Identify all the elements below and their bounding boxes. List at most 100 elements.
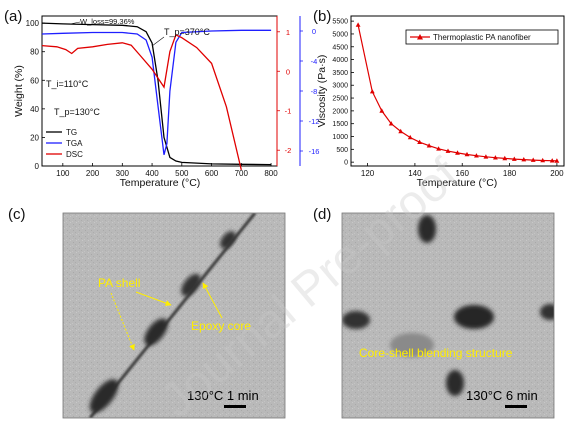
chart-a-tga-tick-label: -8 [311,87,318,96]
chart-a-y-tick-label: 0 [35,162,40,171]
legend-label-pa: Thermoplastic PA nanofiber [433,33,531,42]
chart-b-point [493,155,498,160]
chart-a-dsc-tick-label: 1 [286,28,290,37]
micrograph-c-label-epoxy-core: Epoxy core [191,319,251,333]
chart-b-point [455,150,460,155]
chart-b-xlabel: Temperature (°C) [417,177,498,189]
chart-b-point [398,128,404,134]
chart-b-y-tick-label: 1000 [332,134,348,141]
chart-b-markers [355,22,560,163]
chart-a-dsc-tick-label: 0 [286,67,290,76]
chart-b-series-pa-nanofiber [357,24,557,162]
chart-a-annotation-wloss-leader [69,21,81,25]
chart-b-point [407,134,413,140]
chart-b-point [502,155,508,161]
chart-a-annotation-tp130: T_p=130°C [54,107,100,117]
chart-b-y-tick-label: 4000 [332,57,348,64]
chart-b-y-tick-label: 1500 [332,121,348,128]
chart-a-series-tga [41,29,272,155]
chart-a-y-tick-label: 20 [30,133,39,142]
chart-a-x-tick-label: 100 [56,169,70,178]
micrograph-c-scale-label: 130°C 1 min [187,388,259,403]
chart-b-ylabel: Viscosity (Pa·s) [316,55,328,128]
chart-a-dsc-tick-label: -2 [285,146,292,155]
chart-a-tga-tick-label: -12 [309,117,320,126]
chart-b-y-tick-label: 5500 [332,19,348,26]
panel-label-a: (a) [4,8,22,25]
chart-b-y-tick-label: 4500 [332,44,348,51]
chart-a-y-tick-label: 40 [30,105,39,114]
chart-b-point [388,121,394,126]
chart-a-tga-ticks: 0 -4 -8 -12 -16 [300,27,319,156]
chart-a-series-tg [41,22,272,166]
micrograph-c: PA shell Epoxy core 130°C 1 min [62,212,286,419]
micrograph-d-domains [342,215,554,396]
chart-a-x-tick-label: 300 [116,169,130,178]
chart-b-point [474,153,479,158]
chart-b-legend-box [405,29,559,45]
chart-a-tga-tick-label: -16 [309,147,320,156]
chart-a-annotation-wloss: W_loss=99.36% [80,17,135,26]
chart-b-y-tick-label: 2000 [332,108,348,115]
chart-b-y-tick-label: 0 [344,160,348,167]
chart-b-point [521,157,527,162]
chart-b-point [511,156,517,161]
chart-b-y-tick-label: 500 [336,147,348,154]
micrograph-d-label-core-shell: Core-shell blending structure [359,346,513,360]
chart-b-y-ticks: 0 500 1000 1500 2000 2500 3000 3500 4000 4500 5000… [332,19,354,167]
chart-b-y-tick-label: 3500 [332,70,348,77]
chart-b-point [549,158,555,163]
chart-b-x-tick-label: 200 [550,169,564,178]
chart-b-x-tick-label: 160 [456,169,470,178]
chart-b: 120 140 160 180 200 0 500 1000 1500 2000 2500 3000… [316,15,565,189]
micrograph-c-frame [62,212,286,419]
chart-a-annotation-tp370-leader [151,36,165,47]
chart-a-y-tick-label: 100 [26,19,40,28]
legend-label-tg: TG [66,128,77,137]
legend-label-tga: TGA [66,139,83,148]
chart-b-legend: Thermoplastic PA nanofiber [405,29,559,45]
chart-a-annotation-tp370: T_p=370°C [164,27,210,37]
chart-a-dsc-tick-label: -1 [285,107,292,116]
legend-marker-pa [417,34,423,40]
chart-a-annotation-ti110: T_i=110°C [46,79,89,89]
chart-a-x-tick-label: 500 [175,169,189,178]
chart-b-y-tick-label: 3000 [332,83,348,90]
chart-a-legend: TG TGA DSC [46,128,83,159]
chart-b-point [417,139,422,144]
micrograph-d-scale-bar [505,405,527,408]
chart-a-ylabel: Weight (%) [13,65,25,117]
chart-b-point [483,154,489,159]
chart-b-x-tick-label: 140 [408,169,422,178]
micrograph-d-frame [341,212,555,419]
panel-label-b: (b) [313,8,331,25]
chart-a-y-ticks: 0 20 40 60 80 100 [26,19,45,171]
chart-b-point [379,108,385,113]
legend-label-dsc: DSC [66,150,83,159]
chart-b-y-tick-label: 5000 [332,31,348,38]
chart-a-y-tick-label: 60 [30,76,39,85]
chart-b-y-tick-label: 2500 [332,96,348,103]
chart-b-point [426,143,432,148]
chart-a-tga-tick-label: 0 [312,27,316,36]
chart-a-y-tick-label: 80 [30,48,39,57]
chart-b-x-ticks: 120 140 160 180 200 [361,163,564,178]
chart-a-series-dsc [41,34,242,171]
chart-a-x-tick-label: 400 [145,169,159,178]
chart-a-dsc-ticks: 1 0 -1 -2 [277,28,291,155]
chart-b-point [554,158,560,163]
chart-b-x-tick-label: 180 [503,169,517,178]
chart-a-x-tick-label: 600 [205,169,219,178]
chart-b-point [445,148,451,153]
arrow-epoxy-core [202,282,223,319]
chart-b-point [530,157,536,162]
chart-a-x-ticks: 100 200 300 400 500 600 700 800 [56,163,278,178]
arrow-pa-shell-1 [135,291,172,306]
chart-b-point [540,157,546,163]
panel-label-c: (c) [8,206,26,223]
chart-b-point [464,151,470,157]
chart-b-frame [350,15,565,167]
chart-b-point [436,146,441,151]
